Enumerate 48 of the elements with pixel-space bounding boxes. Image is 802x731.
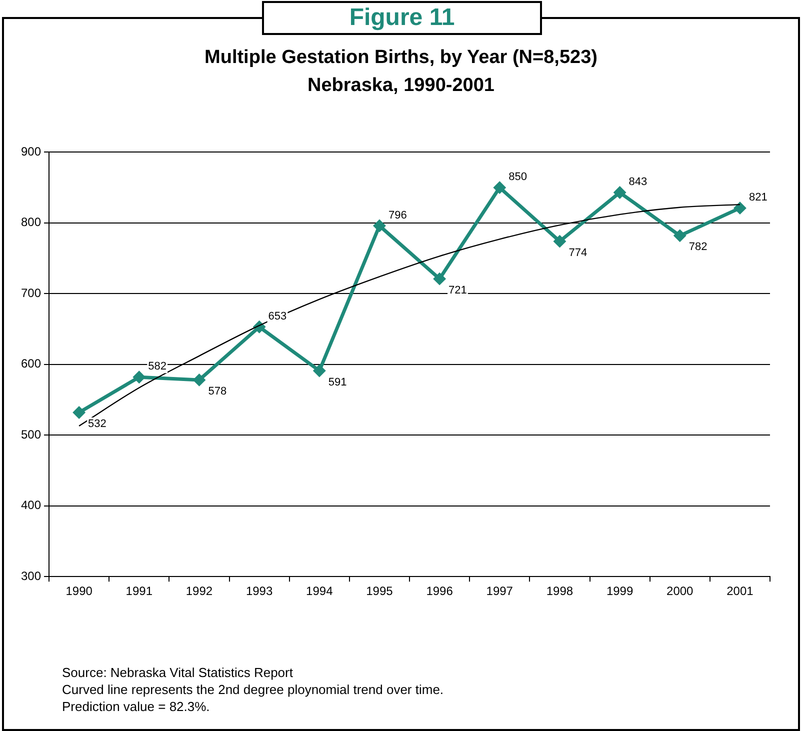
data-label: 796 bbox=[388, 209, 407, 222]
data-label: 782 bbox=[688, 241, 708, 254]
point bbox=[554, 236, 566, 248]
point bbox=[734, 202, 746, 214]
chart-subtitle: Nebraska, 1990-2001 bbox=[306, 74, 496, 98]
x-tick-label: 1995 bbox=[366, 584, 394, 598]
point bbox=[374, 220, 386, 232]
x-tick-label: 2001 bbox=[726, 584, 754, 598]
x-tick-label: 2000 bbox=[666, 584, 694, 598]
y-tick-label: 600 bbox=[20, 356, 42, 371]
point bbox=[434, 273, 446, 285]
y-tick-label: 800 bbox=[20, 215, 42, 230]
data-label: 821 bbox=[748, 192, 768, 204]
x-tick-label: 1991 bbox=[126, 584, 153, 598]
x-tick-label: 1990 bbox=[66, 584, 93, 598]
source-note: Source: Nebraska Vital Statistics Report bbox=[62, 664, 294, 681]
y-tick-label: 700 bbox=[20, 286, 42, 300]
x-tick-label: 1999 bbox=[606, 584, 634, 598]
x-tick-label: 1992 bbox=[186, 584, 213, 598]
x-tick-label: 1998 bbox=[546, 584, 574, 598]
point bbox=[73, 406, 85, 418]
x-tick-label: 1996 bbox=[426, 584, 454, 598]
x-tick-label: 1997 bbox=[486, 584, 514, 598]
data-label: 850 bbox=[508, 171, 527, 184]
data-label: 653 bbox=[268, 310, 287, 322]
y-tick-label: 300 bbox=[20, 568, 42, 583]
data-label: 843 bbox=[628, 176, 648, 188]
data-label: 774 bbox=[568, 246, 588, 259]
x-tick-label: 1993 bbox=[246, 584, 273, 598]
data-label: 532 bbox=[88, 418, 106, 430]
caption: Figure 11 bbox=[349, 4, 455, 31]
point bbox=[614, 186, 626, 198]
x-tick-label: 1994 bbox=[306, 584, 334, 598]
y-tick-label: 400 bbox=[20, 498, 42, 512]
point bbox=[494, 182, 506, 194]
y-tick-label: 900 bbox=[20, 144, 42, 159]
chart-title: Multiple Gestation Births, by Year (N=8,523) bbox=[204, 46, 598, 70]
data-label: 591 bbox=[328, 376, 347, 388]
point bbox=[133, 371, 145, 383]
text: Curved line represents the 2nd degree ploynomial trend over time. bbox=[62, 681, 444, 698]
text: Prediction value = 82.3%. bbox=[62, 698, 211, 715]
data-label: 721 bbox=[448, 284, 467, 296]
point bbox=[674, 230, 686, 242]
point bbox=[314, 365, 326, 377]
data-label: 582 bbox=[148, 360, 167, 373]
y-tick-label: 500 bbox=[20, 427, 42, 442]
data-label: 578 bbox=[208, 385, 227, 398]
point bbox=[193, 374, 205, 386]
